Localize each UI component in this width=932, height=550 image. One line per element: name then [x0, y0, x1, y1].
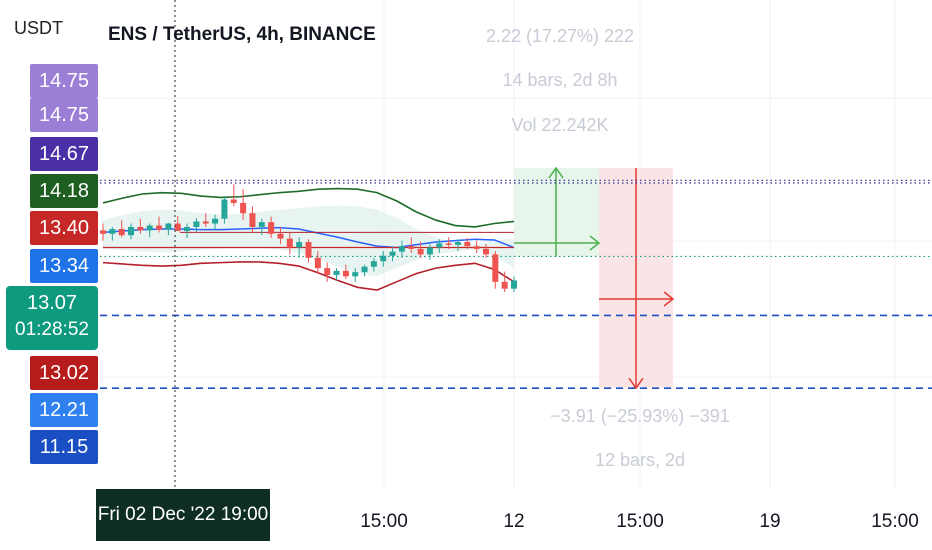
price-label: 14.18	[30, 174, 98, 208]
chart-title: ENS / TetherUS, 4h, BINANCE	[108, 24, 376, 45]
candle-body	[286, 238, 293, 248]
crosshair-date-label: Fri 02 Dec '22 19:00	[96, 489, 270, 541]
price-label: 14.75	[30, 64, 98, 98]
measure-up-change: 2.22 (17.27%) 222	[485, 26, 635, 46]
candle-body	[100, 230, 106, 234]
candle-body	[193, 221, 200, 227]
candle-body	[473, 246, 480, 249]
long-arrow-right-head	[589, 235, 601, 251]
bollinger-upper-line	[102, 187, 515, 228]
candle-body	[230, 199, 237, 203]
price-label: 13.34	[30, 249, 98, 283]
candle-body	[380, 255, 387, 262]
x-tick: 15:00	[616, 511, 664, 532]
price-label: 11.15	[30, 430, 98, 464]
candle-body	[305, 242, 312, 258]
long-arrow-head	[548, 166, 564, 179]
candle-body	[146, 225, 153, 231]
candle-body	[511, 280, 517, 289]
candle-body	[202, 221, 209, 224]
measure-up-bars: 14 bars, 2d 8h	[502, 70, 618, 90]
candle-body	[501, 281, 508, 289]
candle-body	[212, 218, 219, 224]
candle-body	[464, 242, 471, 247]
horizontal-levels[interactable]	[100, 179, 932, 389]
candle-body	[174, 223, 181, 232]
bollinger-lower-line	[102, 261, 515, 291]
short-arrow-head	[628, 377, 644, 390]
candle-body	[492, 254, 499, 282]
candle-body	[268, 222, 275, 234]
candle-body	[417, 248, 424, 255]
candle-body	[221, 199, 228, 219]
candle-body	[361, 266, 368, 273]
price-label: 14.75	[30, 98, 98, 132]
x-tick: 15:00	[871, 511, 919, 532]
candle-body	[128, 226, 135, 236]
bollinger-basis-line	[102, 226, 515, 249]
current-price: 13.07	[26, 292, 78, 314]
candle-body	[370, 261, 377, 267]
measure-up-volume: Vol 22.242K	[511, 115, 609, 135]
candle-body	[426, 247, 433, 255]
candle-body	[240, 202, 247, 214]
candle-body	[454, 242, 461, 245]
candle-body	[277, 233, 284, 239]
candle-body	[118, 228, 125, 236]
x-tick: 15:00	[360, 511, 408, 532]
price-label: 13.02	[30, 356, 98, 390]
bollinger-bands	[102, 187, 515, 291]
candle-body	[249, 213, 256, 227]
candle-body	[389, 251, 396, 256]
candle-body	[258, 222, 265, 227]
candle-body	[296, 242, 303, 248]
short-arrow-right-head	[663, 291, 675, 307]
candle-body	[398, 246, 405, 252]
candle-body	[333, 270, 340, 275]
candle-body	[408, 246, 415, 249]
candle-body	[342, 270, 349, 277]
candle-body	[165, 223, 172, 230]
candle-body	[184, 226, 191, 232]
measure-down-change: −3.91 (−25.93%) −391	[550, 406, 730, 426]
price-unit: USDT	[14, 18, 63, 38]
candle-body	[445, 243, 452, 245]
measure-down-bars: 12 bars, 2d	[594, 450, 686, 470]
candle-body	[314, 257, 321, 269]
price-label: 13.40	[30, 211, 98, 245]
candle-body	[137, 226, 144, 231]
candles	[100, 184, 517, 293]
x-tick: 12	[503, 511, 525, 532]
candle-body	[109, 228, 116, 234]
candle-body	[436, 243, 443, 248]
price-label: 14.67	[30, 137, 98, 171]
candle-body	[352, 272, 359, 277]
candle-body	[482, 248, 489, 255]
position-tools[interactable]	[514, 166, 675, 390]
current-price-tag: 13.07 01:28:52	[6, 286, 98, 350]
candle-body	[156, 225, 163, 230]
price-label: 12.21	[30, 393, 98, 427]
bar-countdown: 01:28:52	[15, 319, 89, 340]
x-tick: 19	[759, 511, 781, 532]
candle-body	[324, 268, 331, 275]
